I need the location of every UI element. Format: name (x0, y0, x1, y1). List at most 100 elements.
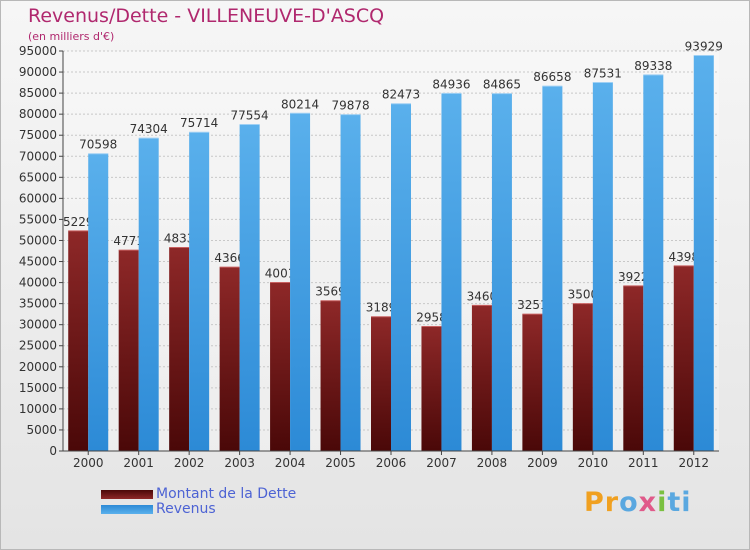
chart-subtitle: (en milliers d'€) (28, 30, 115, 43)
x-tick-label: 2002 (174, 456, 205, 470)
bar-dette (421, 326, 442, 451)
legend-swatch-dette (101, 490, 153, 499)
bar-dette (623, 285, 644, 451)
bar-label-revenus: 70598 (79, 138, 117, 152)
bar-revenus (491, 93, 512, 452)
y-tick-label: 5000 (26, 423, 57, 437)
x-tick-label: 2011 (628, 456, 659, 470)
bar-dette (471, 305, 492, 451)
legend-swatch-revenus (101, 505, 153, 514)
bar-dette (673, 265, 694, 451)
y-tick-label: 10000 (19, 402, 57, 416)
y-tick-label: 60000 (19, 191, 57, 205)
bar-label-dette: 3569 (315, 285, 346, 299)
bar-label-revenus: 82473 (382, 88, 420, 102)
bar-label-dette: 4771 (113, 234, 144, 248)
x-tick-label: 2009 (527, 456, 558, 470)
bar-revenus (441, 93, 462, 451)
bar-label-revenus: 87531 (584, 66, 622, 80)
logo-part-3: x (638, 487, 658, 518)
y-tick-label: 55000 (19, 212, 57, 226)
y-tick-label: 80000 (19, 107, 57, 121)
bar-label-dette: 4398 (668, 250, 699, 264)
bar-revenus (592, 82, 613, 451)
bar-revenus (693, 55, 714, 452)
bar-label-dette: 4001 (265, 267, 296, 281)
x-tick-label: 2000 (73, 456, 104, 470)
bar-label-dette: 3500 (568, 288, 599, 302)
bar-label-dette: 4833 (164, 232, 195, 246)
y-tick-label: 0 (49, 444, 57, 458)
bar-label-revenus: 86658 (533, 70, 571, 84)
bar-label-dette: 3460 (467, 289, 498, 303)
bar-label-revenus: 74304 (130, 122, 168, 136)
y-tick-label: 35000 (19, 297, 57, 311)
logo-part-2: o (619, 487, 639, 518)
bar-label-revenus: 84936 (432, 77, 470, 91)
bar-dette (169, 247, 190, 451)
bar-revenus (542, 86, 563, 452)
bar-dette (572, 303, 593, 451)
bar-dette (118, 250, 139, 451)
y-tick-label: 15000 (19, 381, 57, 395)
bar-label-revenus: 79878 (331, 99, 369, 113)
legend-item-revenus: Revenus (101, 501, 361, 517)
bar-revenus (643, 74, 664, 451)
bar-dette (320, 300, 341, 451)
y-tick-label: 65000 (19, 170, 57, 184)
y-tick-label: 75000 (19, 128, 57, 142)
x-tick-label: 2010 (578, 456, 609, 470)
bar-dette (522, 314, 543, 451)
legend-label-dette: Montant de la Dette (156, 486, 297, 502)
bar-revenus (239, 124, 260, 451)
x-tick-label: 2008 (477, 456, 508, 470)
logo-part-4: i (657, 487, 668, 518)
logo-part-5: ti (667, 487, 692, 518)
bar-label-revenus: 75714 (180, 116, 218, 130)
legend-item-dette: Montant de la Dette (101, 486, 361, 502)
x-tick-label: 2003 (224, 456, 255, 470)
bar-revenus (138, 138, 159, 451)
bar-label-revenus: 93929 (685, 40, 723, 54)
x-tick-label: 2005 (325, 456, 356, 470)
y-tick-label: 20000 (19, 360, 57, 374)
bar-label-revenus: 89338 (634, 59, 672, 73)
y-tick-label: 25000 (19, 339, 57, 353)
proxiti-logo: Proxiti (584, 487, 692, 518)
bar-label-revenus: 77554 (231, 108, 269, 122)
bar-label-dette: 2958 (416, 310, 447, 324)
y-tick-label: 40000 (19, 276, 57, 290)
legend-label-revenus: Revenus (156, 501, 216, 517)
y-tick-label: 50000 (19, 233, 57, 247)
y-tick-label: 95000 (19, 44, 57, 58)
bar-label-dette: 3189 (366, 301, 397, 315)
y-tick-label: 45000 (19, 255, 57, 269)
bar-revenus (340, 114, 361, 452)
bar-dette (270, 282, 291, 451)
y-tick-label: 30000 (19, 318, 57, 332)
bar-revenus (391, 103, 411, 451)
logo-part-1: Pr (584, 487, 620, 518)
bar-revenus (290, 113, 311, 452)
y-tick-label: 90000 (19, 65, 57, 79)
bar-dette (68, 230, 89, 451)
bar-label-dette: 3922 (618, 270, 649, 284)
bar-revenus (189, 132, 210, 451)
bar-dette (371, 316, 391, 451)
bar-label-dette: 3251 (517, 298, 548, 312)
bar-dette (219, 267, 240, 451)
x-tick-label: 2012 (678, 456, 709, 470)
bar-label-dette: 4366 (214, 251, 245, 265)
bar-label-revenus: 84865 (483, 78, 521, 92)
y-tick-label: 85000 (19, 86, 57, 100)
x-tick-label: 2006 (376, 456, 407, 470)
chart-title: Revenus/Dette - VILLENEUVE-D'ASCQ (28, 5, 385, 27)
bar-label-dette: 5229 (63, 215, 94, 229)
legend: Montant de la Dette Revenus (101, 486, 361, 517)
x-tick-label: 2007 (426, 456, 457, 470)
y-tick-label: 70000 (19, 149, 57, 163)
x-tick-label: 2004 (275, 456, 306, 470)
bar-label-revenus: 80214 (281, 97, 319, 111)
